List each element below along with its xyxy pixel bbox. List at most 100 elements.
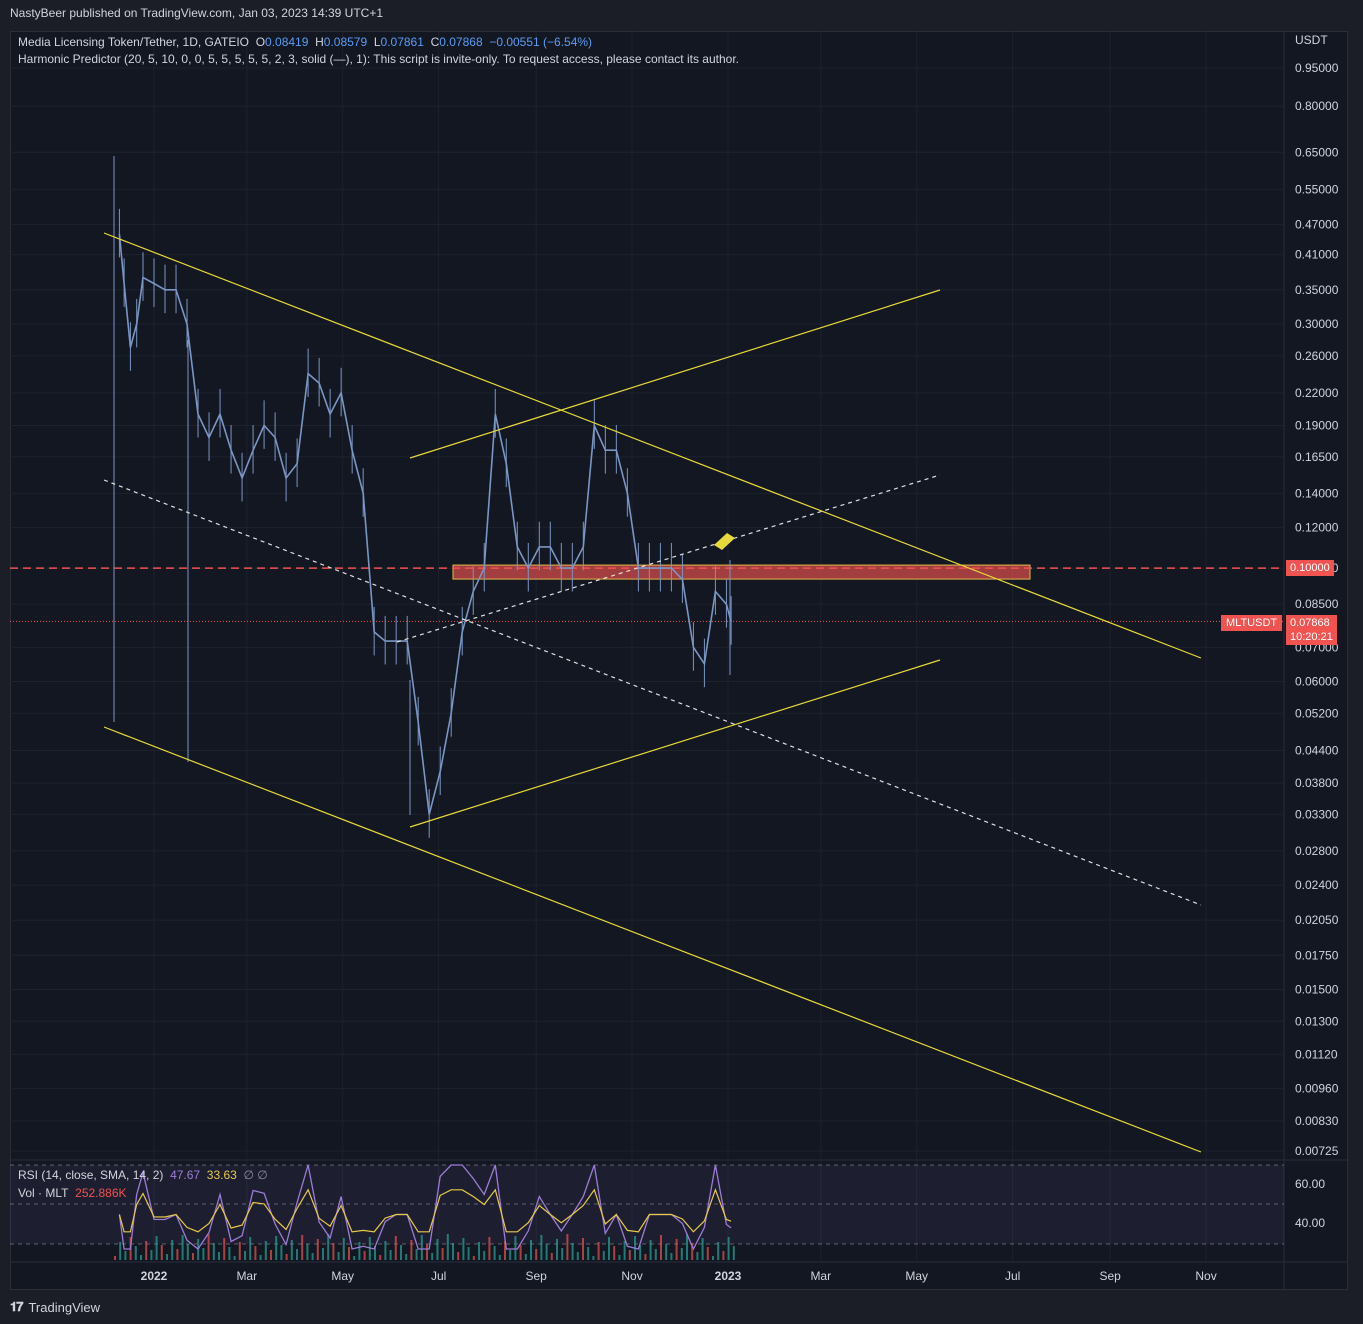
price-tick-label: 0.04400 [1295, 743, 1339, 757]
volume-bar [192, 1253, 194, 1260]
volume-bar [249, 1237, 252, 1260]
volume-bar [483, 1251, 486, 1260]
volume-bar [478, 1242, 480, 1260]
price-tick-label: 0.01750 [1295, 948, 1339, 962]
volume-bar [535, 1249, 538, 1260]
volume-value: 252.886K [75, 1186, 127, 1200]
volume-bar [509, 1250, 512, 1260]
time-tick-label: Mar [810, 1269, 831, 1283]
price-tick-label: 0.05200 [1295, 706, 1339, 720]
price-tick-label: 0.16500 [1295, 450, 1339, 464]
volume-bar [722, 1251, 725, 1260]
ascending-lower-trendline [409, 659, 941, 828]
volume-bar [327, 1234, 330, 1260]
volume-bar [571, 1243, 574, 1260]
volume-bar [420, 1235, 423, 1260]
price-tick-label: 0.02050 [1295, 913, 1339, 927]
symbol-legend[interactable]: Media Licensing Token/Tether, 1D, GATEIO… [18, 35, 592, 49]
volume-legend[interactable]: Vol · MLT 252.886K [18, 1186, 127, 1200]
volume-bar [618, 1255, 621, 1260]
volume-bar [608, 1237, 610, 1260]
price-tick-label: 0.12000 [1295, 521, 1339, 535]
volume-bar [342, 1238, 345, 1260]
volume-label: Vol · MLT [18, 1186, 69, 1200]
volume-bar [119, 1242, 122, 1260]
price-tick-label: 0.01120 [1295, 1047, 1338, 1061]
volume-bar [332, 1243, 335, 1260]
published-by-text: NastyBeer published on TradingView.com, … [10, 6, 384, 20]
volume-bar [628, 1250, 631, 1260]
volume-bar [155, 1236, 158, 1260]
price-tick-label: 0.14000 [1295, 486, 1339, 500]
volume-bar [353, 1256, 356, 1260]
volume-bar [150, 1250, 153, 1260]
volume-bar [504, 1241, 506, 1260]
rsi-line [118, 1164, 732, 1251]
volume-bar [602, 1251, 605, 1260]
volume-bar [488, 1237, 491, 1260]
volume-bar [493, 1246, 496, 1260]
rsi-label: RSI (14, close, SMA, 14, 2) [18, 1168, 164, 1182]
time-tick-label: Sep [525, 1269, 547, 1283]
tradingview-logo-icon: 𝟏𝟕 [10, 1299, 24, 1314]
high-label: H [315, 35, 324, 49]
ascending-upper-trendline [409, 289, 941, 459]
currency-label: USDT [1295, 33, 1328, 47]
indicator-legend[interactable]: Harmonic Predictor (20, 5, 10, 0, 0, 5, … [18, 52, 739, 66]
volume-bar [358, 1242, 361, 1260]
volume-bar [644, 1254, 647, 1260]
volume-bar [727, 1237, 730, 1260]
volume-bar [389, 1250, 392, 1260]
volume-bar [400, 1245, 402, 1260]
price-tick-label: 0.03300 [1295, 807, 1339, 821]
volume-bar [212, 1243, 215, 1260]
volume-bar [275, 1236, 278, 1260]
current-price-tag: 0.07868 10:20:21 [1286, 615, 1337, 645]
price-tick-label: 0.00960 [1295, 1082, 1339, 1096]
volume-bar [171, 1240, 174, 1260]
volume-bar [410, 1240, 413, 1260]
volume-bar [540, 1235, 543, 1260]
price-series-line [118, 233, 732, 815]
volume-bar [592, 1256, 595, 1260]
time-tick-label: Jul [1005, 1269, 1020, 1283]
volume-bar [218, 1252, 220, 1260]
price-tick-label: 0.30000 [1295, 317, 1339, 331]
volume-bar [426, 1244, 428, 1260]
volume-bar [337, 1252, 340, 1260]
trendlines-layer [103, 232, 1202, 1153]
volume-bar [114, 1256, 116, 1260]
volume-bar [717, 1242, 720, 1260]
open-value: 0.08419 [265, 35, 309, 49]
volume-bar [576, 1252, 579, 1260]
volume-bar [202, 1248, 205, 1260]
ascending-midline [396, 474, 941, 643]
time-tick-label: Jul [431, 1269, 446, 1283]
volume-bar [446, 1234, 449, 1260]
volume-bar [712, 1256, 714, 1260]
brand-footer[interactable]: 𝟏𝟕 TradingView [10, 1299, 100, 1315]
volume-bar [259, 1255, 262, 1260]
volume-bar [280, 1245, 283, 1260]
volume-bar [431, 1253, 434, 1260]
volume-bar [296, 1249, 298, 1260]
volume-bar [732, 1246, 735, 1260]
volume-bar [223, 1238, 226, 1260]
brand-name: TradingView [28, 1299, 101, 1315]
price-tick-label: 0.95000 [1295, 61, 1339, 75]
price-tick-label: 0.35000 [1295, 283, 1339, 297]
time-tick-label: 2022 [141, 1269, 168, 1283]
volume-bar [301, 1235, 304, 1260]
volume-bar [556, 1239, 558, 1260]
volume-bar [519, 1245, 522, 1260]
volume-bar [623, 1241, 626, 1260]
change-value: −0.00551 (−6.54%) [489, 35, 593, 49]
volume-bar [613, 1246, 616, 1260]
volume-bar [322, 1248, 324, 1260]
chart-frame[interactable] [10, 31, 1348, 1290]
volume-bar [550, 1253, 553, 1260]
open-label: O [255, 35, 266, 49]
rsi-legend[interactable]: RSI (14, close, SMA, 14, 2) 47.67 33.63 … [18, 1168, 268, 1182]
volume-bar [233, 1256, 236, 1260]
